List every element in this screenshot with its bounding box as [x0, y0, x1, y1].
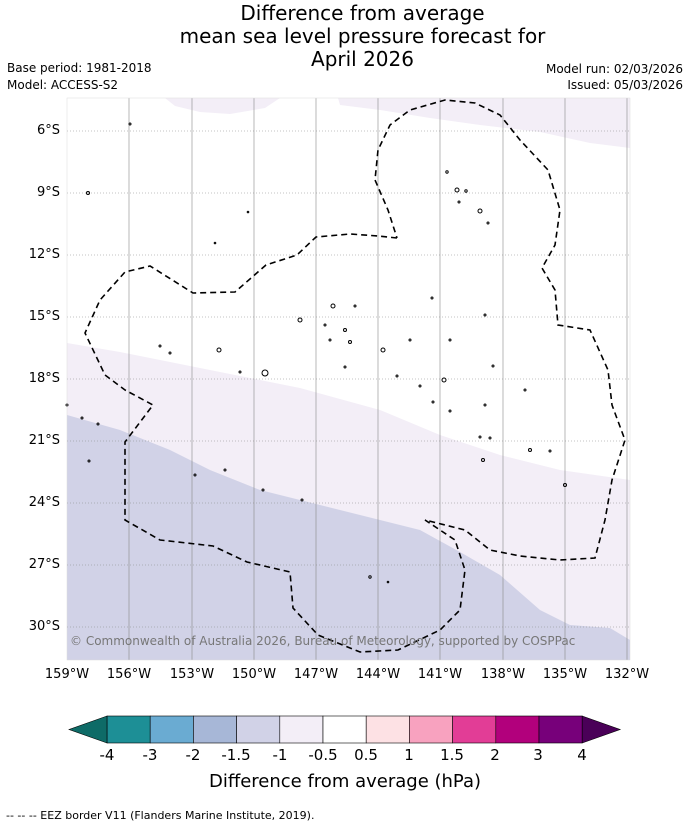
lat-label: 18°S: [28, 371, 60, 386]
model-run: Model run: 02/03/2026: [545, 62, 683, 76]
colorbar-tick-label: 4: [577, 746, 587, 764]
colorbar-segment: [538, 715, 583, 744]
lon-label: 150°W: [231, 667, 277, 682]
copyright-notice: © Commonwealth of Australia 2026, Bureau…: [70, 634, 576, 648]
colorbar-segment: [106, 715, 151, 744]
colorbar-tick-label: -4: [99, 746, 115, 764]
lon-label: 153°W: [169, 667, 215, 682]
anomaly-region-minus-1: [67, 415, 630, 660]
lat-label: 30°S: [28, 619, 60, 634]
title-line-2: mean sea level pressure forecast for: [179, 24, 546, 48]
anomaly-region-top-right: [338, 98, 630, 148]
lat-label: 15°S: [28, 309, 60, 324]
anomaly-region-top-left: [165, 98, 280, 114]
title-line-3: April 2026: [311, 47, 414, 71]
colorbar-tick-label: 3: [533, 746, 543, 764]
lat-gridlines: [67, 130, 630, 628]
colorbar-segment: [236, 715, 281, 744]
lat-label: 27°S: [28, 557, 60, 572]
colorbar-segment: [279, 715, 324, 744]
colorbar-tick-label: -1: [272, 746, 288, 764]
colorbar-under-arrow: [68, 715, 108, 744]
colorbar-tick-label: -0.5: [308, 746, 338, 764]
lon-label: 132°W: [604, 667, 650, 682]
colorbar-axis-title: Difference from average (hPa): [208, 771, 482, 792]
colorbar-tick-label: -2: [185, 746, 201, 764]
colorbar-segment: [365, 715, 410, 744]
colorbar-tick-label: 2: [490, 746, 500, 764]
title-line-1: Difference from average: [240, 1, 485, 25]
map-frame: [66, 97, 631, 661]
colorbar-tick-label: 1.5: [440, 746, 464, 764]
lon-label: 156°W: [106, 667, 152, 682]
colorbar-tick-label: -3: [142, 746, 158, 764]
colorbar-over-arrow: [581, 715, 622, 744]
lon-label: 138°W: [480, 667, 526, 682]
colorbar-tick-label: -1.5: [221, 746, 251, 764]
eez-border: [84, 99, 626, 653]
footer-eez-note: -- -- -- EEZ border V11 (Flanders Marine…: [6, 809, 315, 822]
lat-label: 9°S: [36, 185, 60, 200]
lon-label: 159°W: [44, 667, 90, 682]
colorbar-tick-label: 0.5: [354, 746, 378, 764]
colorbar-segment: [409, 715, 453, 744]
lat-label: 24°S: [28, 495, 60, 510]
base-period: Base period: 1981-2018: [7, 61, 152, 75]
colorbar: [68, 715, 622, 744]
issued-date: Issued: 05/03/2026: [567, 78, 683, 92]
colorbar-segment: [452, 715, 497, 744]
colorbar-segment: [322, 715, 367, 744]
lon-label: 144°W: [355, 667, 401, 682]
lon-label: 147°W: [293, 667, 339, 682]
model-name: Model: ACCESS-S2: [7, 78, 119, 92]
colorbar-segment: [193, 715, 237, 744]
lon-label: 135°W: [542, 667, 588, 682]
colorbar-segment: [149, 715, 194, 744]
lat-label: 6°S: [36, 123, 60, 138]
lat-label: 21°S: [28, 433, 60, 448]
lat-label: 12°S: [28, 247, 60, 262]
colorbar-segment: [495, 715, 540, 744]
colorbar-tick-label: 1: [404, 746, 414, 764]
lon-label: 141°W: [417, 667, 463, 682]
